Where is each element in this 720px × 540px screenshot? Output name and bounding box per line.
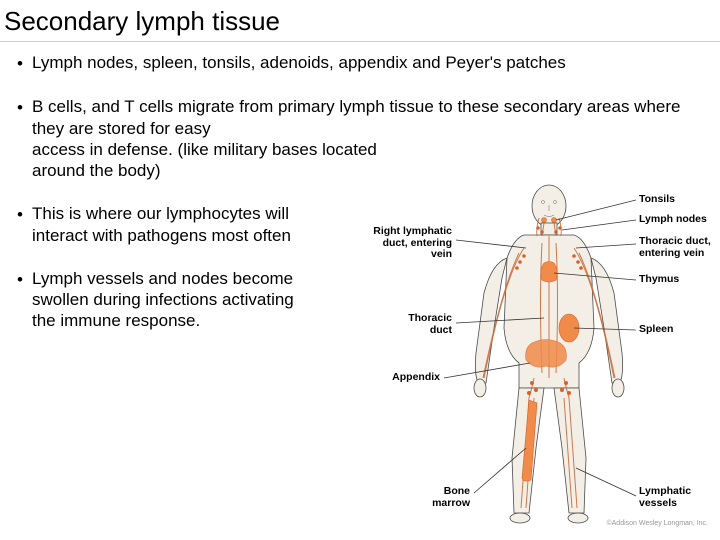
label-spleen: Spleen: [639, 324, 673, 336]
label-thoracic-duct-entering: Thoracic duct, entering vein: [639, 236, 711, 259]
bullet-line: swollen during infections activating: [32, 290, 294, 309]
label-bone-marrow: Bone marrow: [432, 486, 470, 509]
bullet-line: interact with pathogens most often: [32, 226, 291, 245]
bullet-line: around the body): [32, 161, 161, 180]
label-thoracic-duct: Thoracic duct: [408, 313, 452, 336]
bullet-dot: •: [8, 96, 32, 181]
page-title: Secondary lymph tissue: [0, 0, 720, 42]
bullet-text: Lymph nodes, spleen, tonsils, adenoids, …: [32, 52, 712, 74]
label-lymphatic-vessels: Lymphatic vessels: [639, 486, 691, 509]
bullet-dot: •: [8, 203, 32, 246]
label-tonsils: Tonsils: [639, 194, 675, 206]
bullet-line: Lymph vessels and nodes become: [32, 269, 293, 288]
bullet-text: B cells, and T cells migrate from primar…: [32, 96, 712, 181]
bullet-1: • Lymph nodes, spleen, tonsils, adenoids…: [8, 52, 712, 74]
bullet-line: B cells, and T cells migrate from primar…: [32, 97, 680, 137]
diagram-copyright: ©Addison Wesley Longman, Inc.: [606, 520, 708, 527]
bullet-line: the immune response.: [32, 311, 200, 330]
bullet-2: • B cells, and T cells migrate from prim…: [8, 96, 712, 181]
bullet-line: This is where our lymphocytes will: [32, 204, 289, 223]
bullet-dot: •: [8, 268, 32, 332]
label-thymus: Thymus: [639, 274, 679, 286]
label-right-lymphatic-duct: Right lymphatic duct, entering vein: [373, 226, 452, 261]
bullet-dot: •: [8, 52, 32, 74]
bullet-text: This is where our lymphocytes will inter…: [32, 203, 392, 246]
bullet-text: Lymph vessels and nodes become swollen d…: [32, 268, 392, 332]
label-lymph-nodes: Lymph nodes: [639, 214, 707, 226]
lymphatic-system-diagram: Tonsils Lymph nodes Thoracic duct, enter…: [384, 178, 714, 528]
bullet-line: access in defense. (like military bases …: [32, 140, 377, 159]
label-appendix: Appendix: [392, 372, 440, 384]
